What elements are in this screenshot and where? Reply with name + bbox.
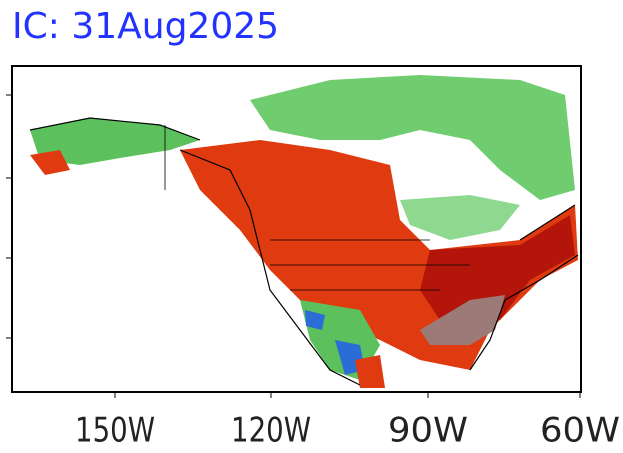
green-region [250,75,575,200]
hudson-bay [405,150,490,195]
dark-red-region [420,215,575,320]
axes: 150W 120W 90W 60W [6,94,620,451]
map-area [11,65,582,393]
border [164,125,470,291]
x-tick-label: 60W [540,411,620,451]
red-region [30,150,70,175]
x-tick-label: 150W [75,411,155,451]
blue-region [305,310,325,330]
green-region [400,195,520,240]
coastline [29,117,579,386]
x-tick-label: 120W [231,411,311,451]
green-region [30,118,200,165]
map-frame [11,65,582,393]
red-region [355,355,385,388]
brown-region [420,295,505,345]
map-title: IC: 31Aug2025 [12,6,279,47]
x-tick-label: 90W [388,411,468,451]
